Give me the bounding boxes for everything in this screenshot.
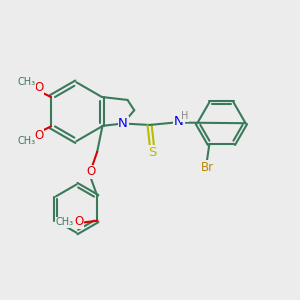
Text: H: H bbox=[181, 111, 188, 121]
Text: N: N bbox=[174, 115, 184, 128]
Text: N: N bbox=[118, 117, 128, 130]
Text: CH₃: CH₃ bbox=[56, 217, 74, 227]
Text: O: O bbox=[74, 215, 83, 228]
Text: O: O bbox=[34, 129, 44, 142]
Text: S: S bbox=[148, 146, 156, 159]
Text: Br: Br bbox=[200, 160, 214, 174]
Text: O: O bbox=[87, 165, 96, 178]
Text: CH₃: CH₃ bbox=[18, 136, 36, 146]
Text: O: O bbox=[34, 81, 44, 94]
Text: CH₃: CH₃ bbox=[18, 77, 36, 87]
